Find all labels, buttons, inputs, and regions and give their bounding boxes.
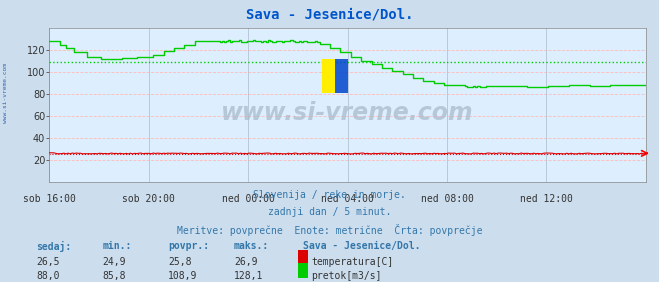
Text: 26,9: 26,9 — [234, 257, 258, 266]
Text: povpr.:: povpr.: — [168, 241, 209, 251]
Text: maks.:: maks.: — [234, 241, 269, 251]
Text: ned 00:00: ned 00:00 — [222, 194, 275, 204]
Text: Sava - Jesenice/Dol.: Sava - Jesenice/Dol. — [246, 7, 413, 21]
Text: 88,0: 88,0 — [36, 271, 60, 281]
Text: ned 04:00: ned 04:00 — [321, 194, 374, 204]
Text: sob 20:00: sob 20:00 — [123, 194, 175, 204]
Text: zadnji dan / 5 minut.: zadnji dan / 5 minut. — [268, 207, 391, 217]
Text: 26,5: 26,5 — [36, 257, 60, 266]
Text: Slovenija / reke in morje.: Slovenija / reke in morje. — [253, 190, 406, 200]
Text: 24,9: 24,9 — [102, 257, 126, 266]
Text: Meritve: povprečne  Enote: metrične  Črta: povprečje: Meritve: povprečne Enote: metrične Črta:… — [177, 224, 482, 236]
Text: pretok[m3/s]: pretok[m3/s] — [311, 271, 382, 281]
Text: 25,8: 25,8 — [168, 257, 192, 266]
Text: www.si-vreme.com: www.si-vreme.com — [3, 63, 9, 123]
Text: 108,9: 108,9 — [168, 271, 198, 281]
Text: ned 08:00: ned 08:00 — [420, 194, 473, 204]
Text: 85,8: 85,8 — [102, 271, 126, 281]
Text: sedaj:: sedaj: — [36, 241, 71, 252]
Text: Sava - Jesenice/Dol.: Sava - Jesenice/Dol. — [303, 241, 420, 251]
Text: min.:: min.: — [102, 241, 132, 251]
Text: ned 12:00: ned 12:00 — [520, 194, 573, 204]
Text: sob 16:00: sob 16:00 — [23, 194, 76, 204]
Text: www.si-vreme.com: www.si-vreme.com — [221, 101, 474, 125]
Text: temperatura[C]: temperatura[C] — [311, 257, 393, 266]
FancyBboxPatch shape — [335, 59, 348, 93]
Text: 128,1: 128,1 — [234, 271, 264, 281]
FancyBboxPatch shape — [322, 59, 335, 93]
